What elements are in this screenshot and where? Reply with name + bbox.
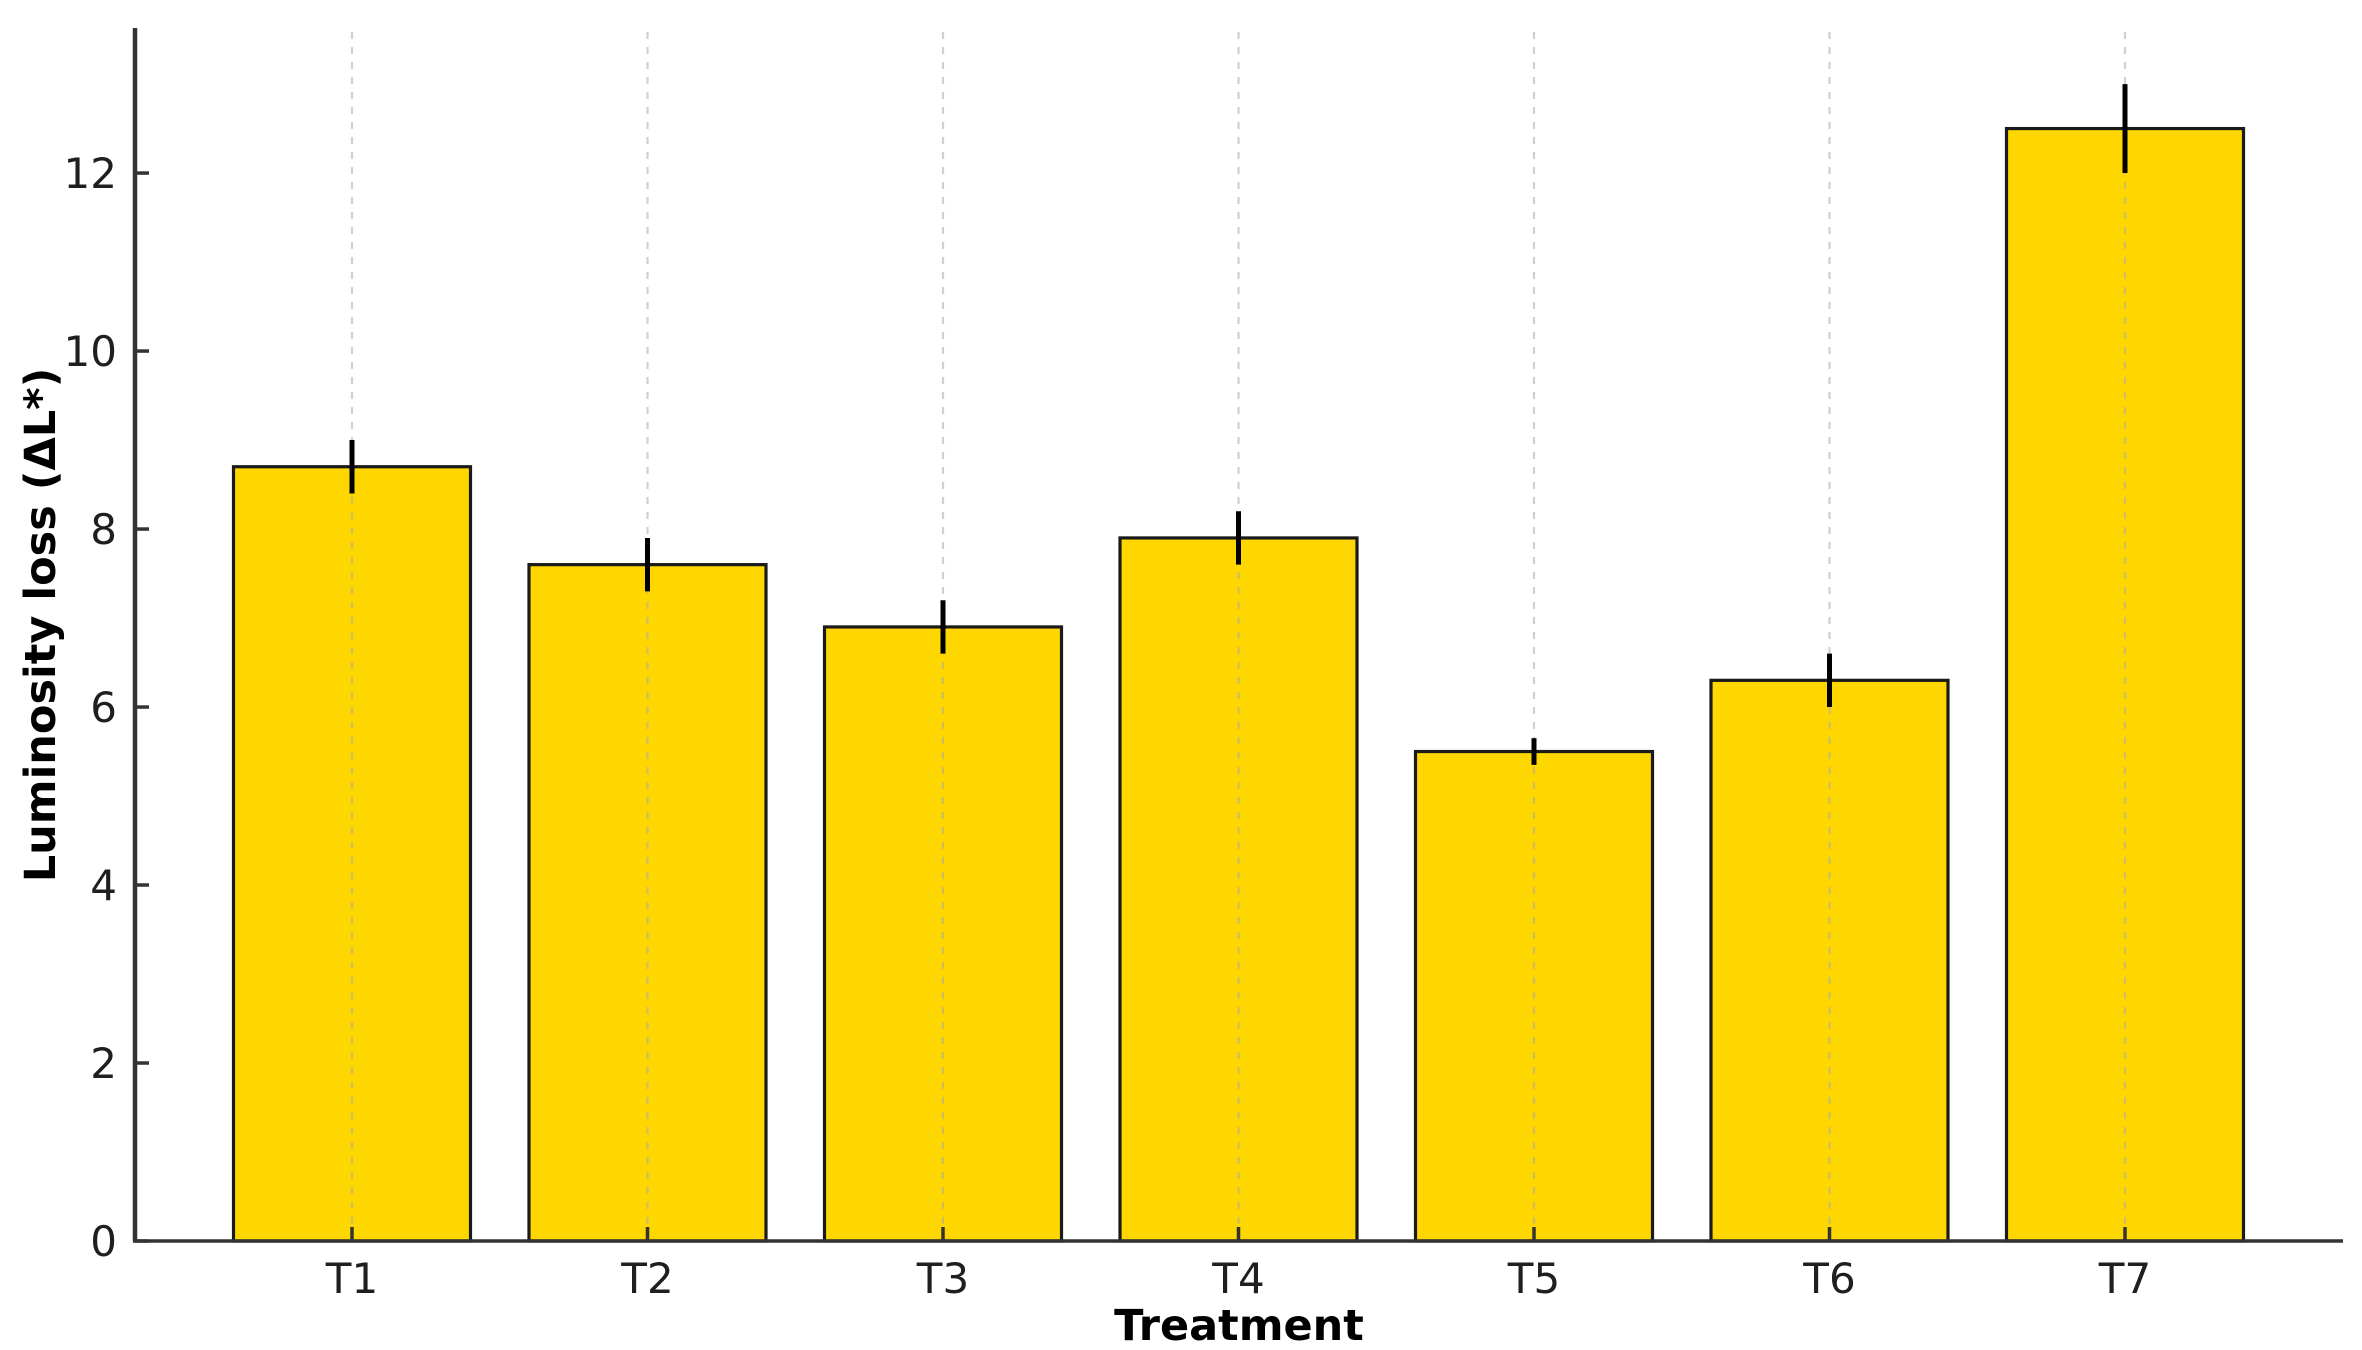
bar-T6 <box>1709 678 1950 1243</box>
x-tick-label-T5: T5 <box>1507 1254 1560 1303</box>
y-tick-label-0: 0 <box>90 1217 117 1266</box>
tick-labels-layer: T1 T2 T3 T4 T5 T6 T7 0 2 4 6 8 10 12 <box>64 149 2152 1303</box>
x-axis-title: Treatment <box>1114 1301 1364 1350</box>
y-axis-title: Luminosity loss (ΔL*) <box>16 368 66 883</box>
axes-layer <box>132 28 2343 1243</box>
y-tick-label-12: 12 <box>64 149 117 198</box>
y-tick-label-6: 6 <box>90 683 117 732</box>
bar-T7 <box>2004 126 2246 1243</box>
x-tick-label-T1: T1 <box>325 1254 378 1303</box>
y-tick-label-2: 2 <box>90 1039 117 1088</box>
x-tick-label-T4: T4 <box>1211 1254 1264 1303</box>
x-tick-label-T3: T3 <box>916 1254 969 1303</box>
bars-layer <box>231 126 2246 1243</box>
bar-T1 <box>231 465 473 1243</box>
y-tick-label-8: 8 <box>90 505 117 554</box>
x-tick-label-T2: T2 <box>620 1254 673 1303</box>
x-tick-label-T6: T6 <box>1802 1254 1855 1303</box>
gridlines-layer <box>350 32 2127 1241</box>
error-bars-layer <box>349 84 2128 765</box>
y-tick-label-4: 4 <box>90 861 117 910</box>
x-tick-label-T7: T7 <box>2098 1254 2151 1303</box>
y-tick-label-10: 10 <box>64 327 117 376</box>
